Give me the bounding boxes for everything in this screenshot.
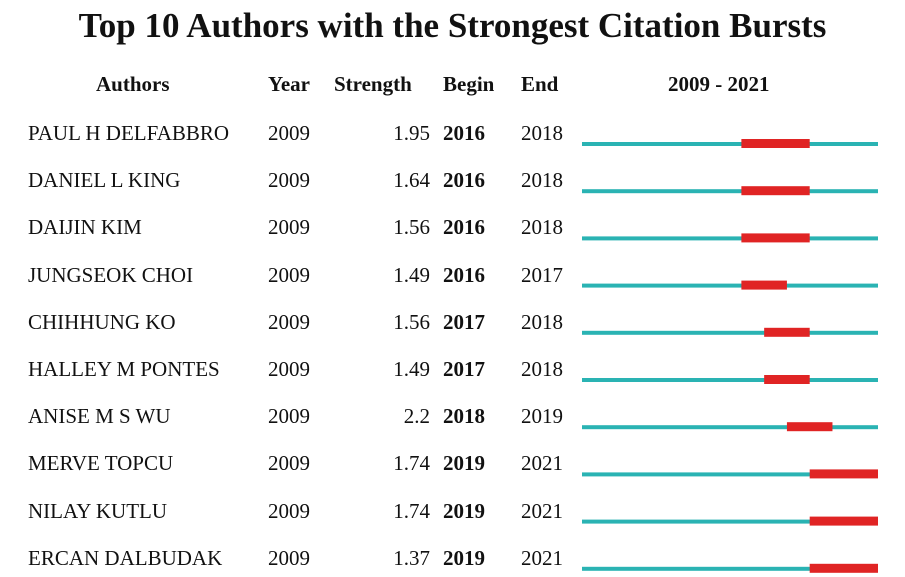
burst-end: 2018 — [521, 357, 563, 381]
author-year: 2009 — [268, 215, 310, 240]
timeline-line — [582, 519, 878, 524]
author-name: PAUL H DELFABBRO — [28, 121, 230, 145]
timeline-line — [582, 142, 878, 146]
author-year: 2009 — [268, 357, 310, 381]
author-year: 2009 — [268, 545, 310, 570]
burst-end: 2019 — [521, 404, 563, 429]
burst-begin: 2017 — [443, 357, 485, 381]
author-name: ANISE M S WU — [28, 404, 171, 429]
burst-bar — [741, 280, 787, 290]
timeline-line — [582, 378, 878, 382]
author-name: NILAY KUTLU — [28, 498, 168, 523]
burst-bar — [741, 139, 810, 148]
burst-bar — [809, 469, 878, 479]
author-year: 2009 — [268, 121, 310, 145]
burst-begin: 2017 — [443, 309, 485, 334]
header-range: 2009 - 2021 — [668, 72, 770, 96]
burst-begin: 2016 — [443, 121, 485, 145]
burst-end: 2018 — [521, 121, 563, 145]
timeline-line — [582, 472, 878, 477]
author-year: 2009 — [268, 309, 310, 334]
timeline-line — [582, 236, 878, 241]
burst-strength: 1.74 — [393, 498, 430, 523]
burst-strength: 1.95 — [393, 121, 430, 145]
burst-bar — [809, 563, 878, 573]
burst-end: 2021 — [521, 545, 563, 570]
burst-strength: 2.2 — [403, 404, 430, 429]
timeline-line — [582, 189, 878, 194]
burst-strength: 1.64 — [393, 168, 430, 193]
burst-strength: 1.56 — [393, 215, 430, 240]
author-year: 2009 — [268, 404, 310, 429]
author-name: CHIHHUNG KO — [28, 309, 176, 334]
burst-bar — [741, 233, 810, 243]
timeline-line — [582, 330, 878, 335]
timeline-line — [582, 566, 878, 571]
burst-begin: 2019 — [443, 498, 485, 523]
burst-bar — [741, 186, 810, 196]
burst-end: 2018 — [521, 309, 563, 334]
burst-strength: 1.56 — [393, 309, 430, 334]
author-name: DAIJIN KIM — [28, 215, 142, 240]
burst-strength: 1.37 — [393, 545, 430, 570]
author-year: 2009 — [268, 498, 310, 523]
burst-end: 2021 — [521, 498, 563, 523]
author-name: ERCAN DALBUDAK — [28, 545, 223, 570]
burst-bar — [764, 327, 810, 337]
burst-begin: 2016 — [443, 215, 485, 240]
header-begin: Begin — [443, 72, 495, 96]
header-authors: Authors — [96, 72, 170, 96]
author-year: 2009 — [268, 451, 310, 476]
author-name: MERVE TOPCU — [28, 451, 174, 476]
header-year: Year — [268, 72, 310, 96]
author-year: 2009 — [268, 262, 310, 287]
chart-title: Top 10 Authors with the Strongest Citati… — [78, 6, 827, 45]
timeline-line — [582, 283, 878, 288]
burst-bar — [786, 422, 833, 432]
burst-begin: 2019 — [443, 545, 485, 570]
author-name: HALLEY M PONTES — [28, 357, 220, 381]
author-year: 2009 — [268, 168, 310, 193]
burst-end: 2018 — [521, 215, 563, 240]
burst-bar — [764, 375, 810, 384]
burst-end: 2017 — [521, 262, 563, 287]
timeline-line — [582, 425, 878, 430]
author-name: JUNGSEOK CHOI — [28, 262, 194, 287]
header-strength: Strength — [334, 72, 412, 96]
header-end: End — [521, 72, 559, 96]
burst-begin: 2019 — [443, 451, 485, 476]
burst-strength: 1.49 — [393, 262, 430, 287]
burst-begin: 2018 — [443, 404, 485, 429]
burst-end: 2021 — [521, 451, 563, 476]
burst-begin: 2016 — [443, 262, 485, 287]
author-name: DANIEL L KING — [28, 168, 181, 193]
burst-bar — [809, 516, 878, 526]
burst-end: 2018 — [521, 168, 563, 193]
burst-begin: 2016 — [443, 168, 485, 193]
burst-strength: 1.74 — [393, 451, 430, 476]
burst-strength: 1.49 — [393, 357, 430, 381]
